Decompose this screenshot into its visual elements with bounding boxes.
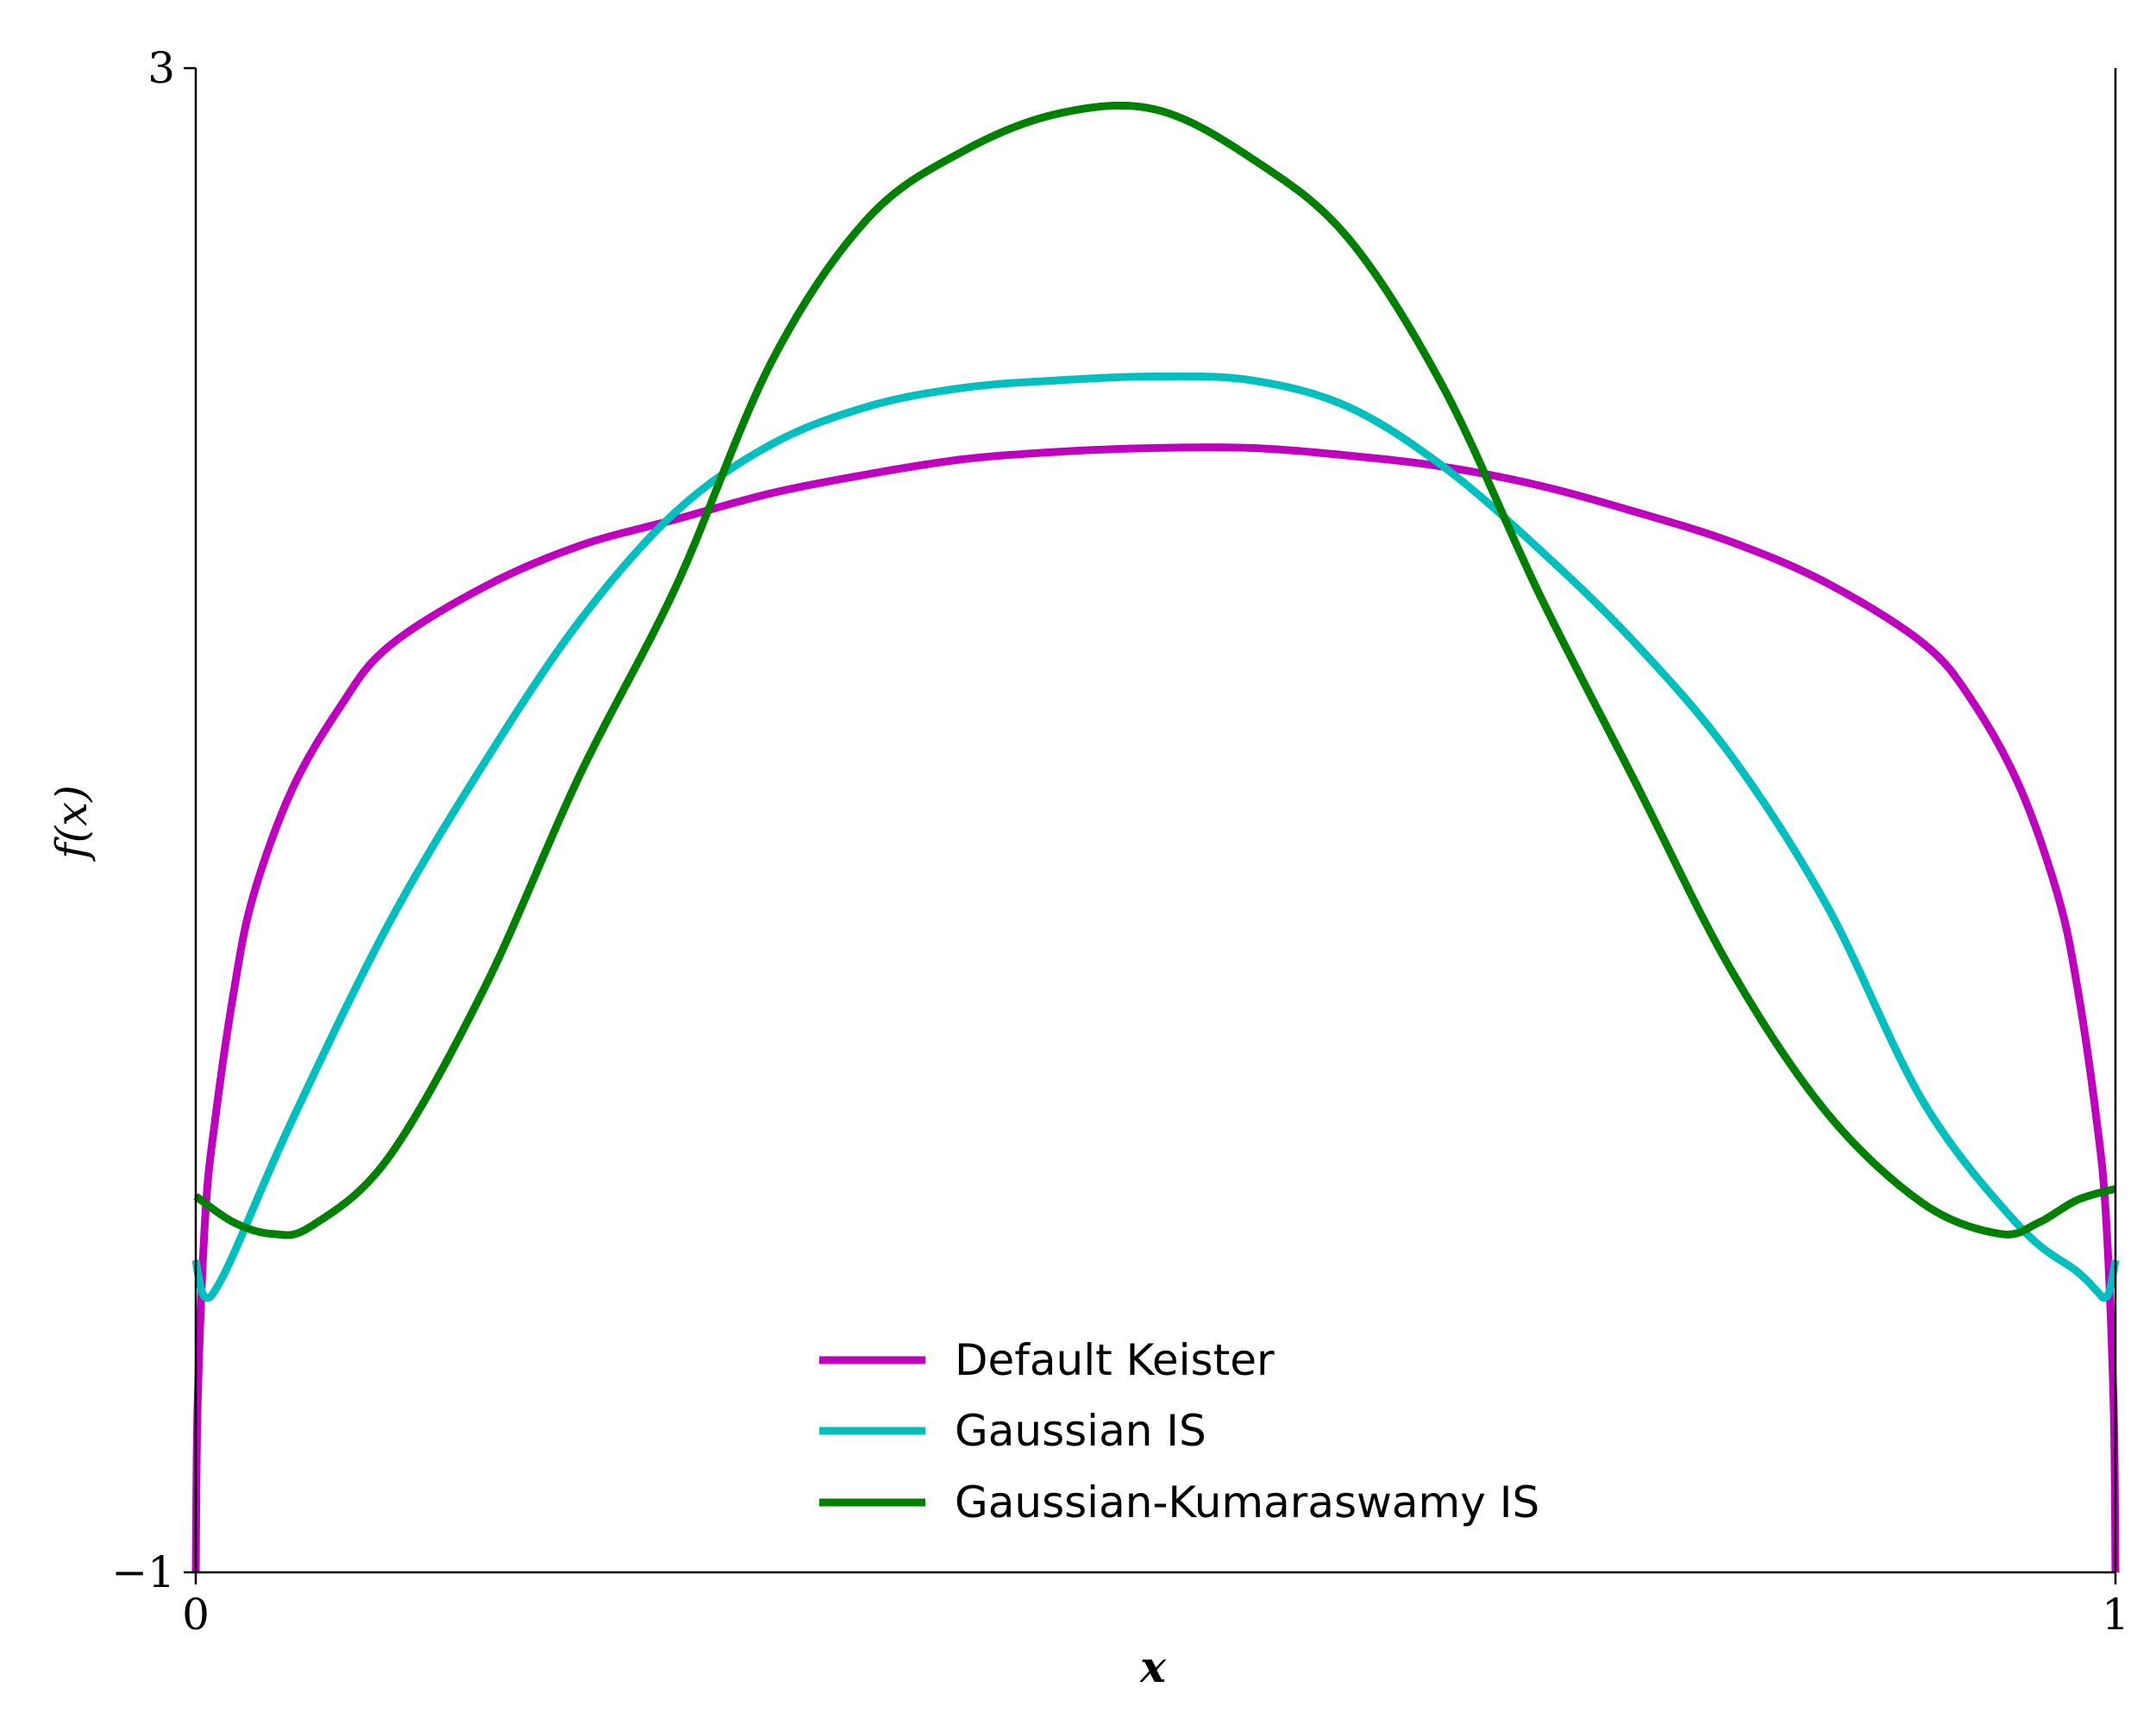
series-line-gaussian-is [191,372,2120,1302]
y-tick-label: −1 [111,1547,175,1597]
legend-label-gaussian-is: Gaussian IS [955,1406,1206,1456]
x-tick-label: 0 [182,1590,210,1640]
ticks: 0 1 −1 3 [111,43,2129,1640]
plot-lines [191,101,2120,1573]
y-tick-label: 3 [147,43,175,93]
x-axis-label: x [1139,1641,1167,1692]
legend: Default Keister Gaussian IS Gaussian-Kum… [819,1335,1539,1527]
series-line-gaussian-kumaraswamy-is [193,101,2117,1239]
series-line-default-keister [191,443,2120,1573]
legend-label-default-keister: Default Keister [955,1335,1275,1385]
y-axis-label: f(x) [47,785,97,862]
legend-label-gaussian-kumaraswamy-is: Gaussian-Kumaraswamy IS [955,1477,1539,1527]
x-tick-label: 1 [2102,1590,2129,1640]
